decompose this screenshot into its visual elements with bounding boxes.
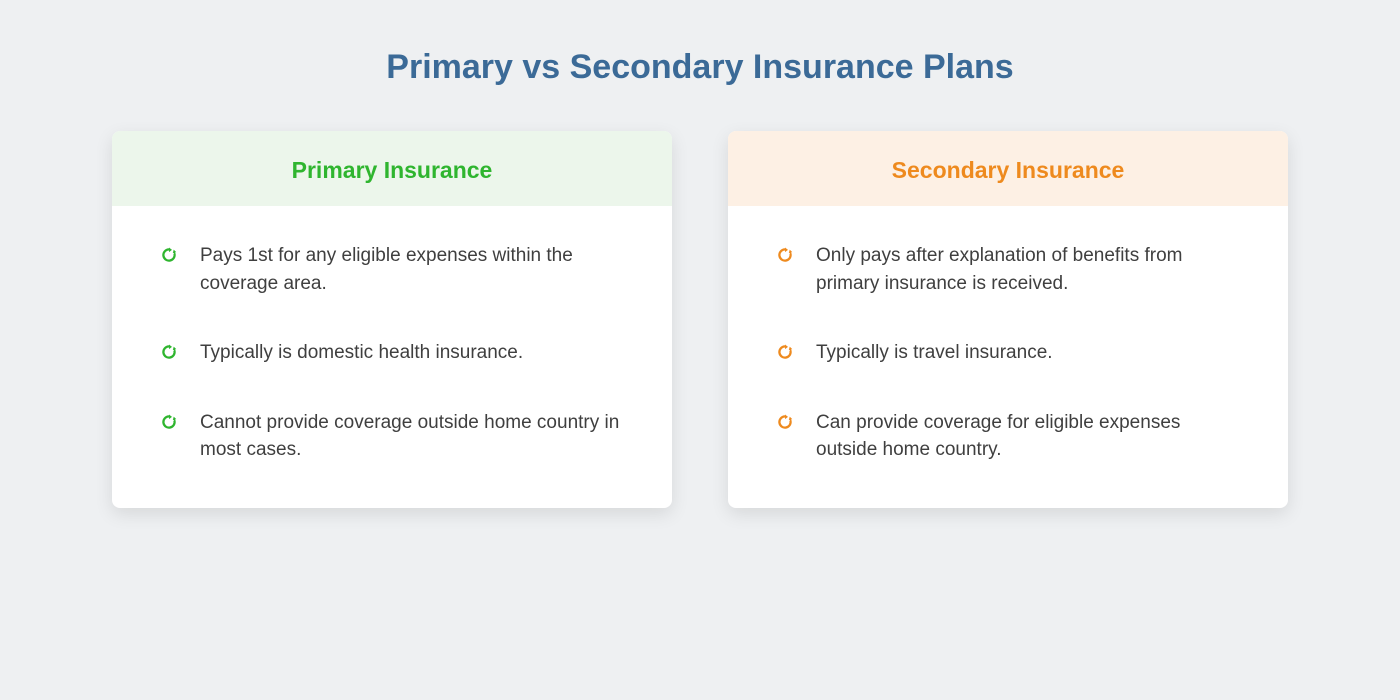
list-item-text: Only pays after explanation of benefits … [816,242,1240,297]
secondary-card: Secondary Insurance Only pays after expl… [728,131,1288,508]
secondary-card-body: Only pays after explanation of benefits … [728,206,1288,508]
list-item-text: Typically is domestic health insurance. [200,339,523,367]
secondary-card-header: Secondary Insurance [728,131,1288,206]
primary-card-body: Pays 1st for any eligible expenses withi… [112,206,672,508]
page-title: Primary vs Secondary Insurance Plans [386,48,1013,87]
list-item-text: Cannot provide coverage outside home cou… [200,409,624,464]
primary-card: Primary Insurance Pays 1st for any eligi… [112,131,672,508]
arrow-circle-icon [776,413,794,431]
arrow-circle-icon [160,246,178,264]
primary-card-header: Primary Insurance [112,131,672,206]
list-item: Only pays after explanation of benefits … [776,242,1240,297]
arrow-circle-icon [776,343,794,361]
list-item: Pays 1st for any eligible expenses withi… [160,242,624,297]
arrow-circle-icon [160,413,178,431]
list-item: Can provide coverage for eligible expens… [776,409,1240,464]
list-item-text: Typically is travel insurance. [816,339,1053,367]
list-item: Cannot provide coverage outside home cou… [160,409,624,464]
list-item: Typically is travel insurance. [776,339,1240,367]
cards-row: Primary Insurance Pays 1st for any eligi… [112,131,1288,508]
arrow-circle-icon [776,246,794,264]
list-item-text: Can provide coverage for eligible expens… [816,409,1240,464]
arrow-circle-icon [160,343,178,361]
list-item: Typically is domestic health insurance. [160,339,624,367]
list-item-text: Pays 1st for any eligible expenses withi… [200,242,624,297]
